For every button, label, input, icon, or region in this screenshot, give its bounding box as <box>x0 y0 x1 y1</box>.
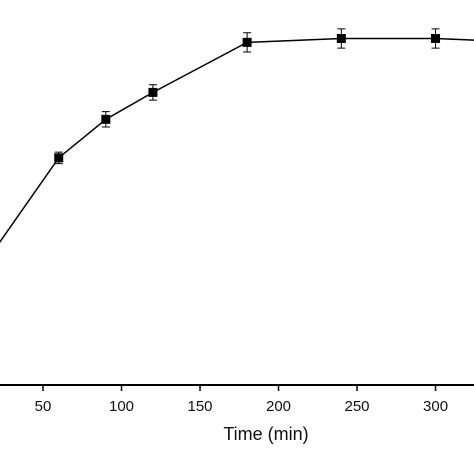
x-tick-label: 300 <box>423 398 448 415</box>
plot-area <box>0 28 474 244</box>
data-point <box>54 153 64 163</box>
x-axis-title: Time (min) <box>223 424 308 444</box>
x-tick-label: 150 <box>188 398 213 415</box>
data-point <box>101 114 111 124</box>
x-tick-label: 50 <box>35 398 52 415</box>
data-point <box>242 37 252 47</box>
data-point <box>336 34 346 43</box>
data-point <box>431 34 441 43</box>
x-tick-label: 250 <box>345 398 370 415</box>
x-tick-label: 200 <box>266 398 291 415</box>
data-point <box>148 87 158 97</box>
x-tick-label: 100 <box>109 398 134 415</box>
data-line <box>0 37 474 244</box>
